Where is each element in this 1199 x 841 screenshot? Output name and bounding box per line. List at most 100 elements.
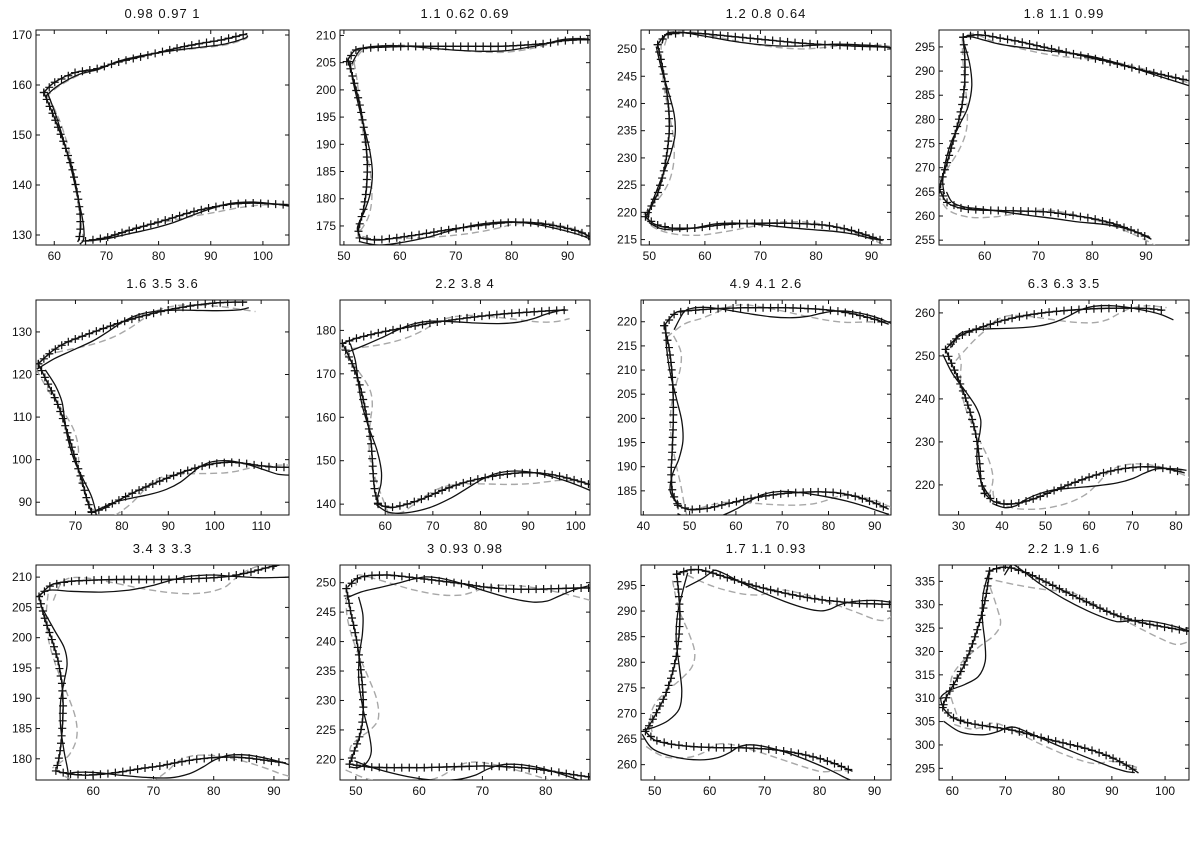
truth-marker [36, 592, 44, 601]
truth-marker [816, 754, 825, 763]
truth-marker [452, 481, 461, 490]
truth-marker [863, 313, 872, 322]
truth-marker [211, 202, 220, 211]
truth-marker [45, 349, 54, 358]
x-tick-label: 90 [561, 249, 575, 263]
truth-marker [504, 218, 513, 227]
truth-marker [961, 393, 970, 402]
truth-marker [668, 380, 677, 389]
truth-marker [81, 237, 90, 245]
truth-marker [183, 466, 192, 475]
truth-marker [52, 649, 61, 658]
truth-marker [96, 770, 105, 779]
y-tick-label: 315 [915, 668, 935, 682]
truth-marker [231, 32, 240, 41]
estimate-curve-lower [67, 754, 289, 779]
truth-marker [50, 78, 59, 87]
reference-curve-upper [340, 314, 570, 351]
x-tick-label: 80 [1169, 519, 1183, 533]
truth-marker [983, 581, 992, 590]
x-tick-label: 100 [1155, 784, 1175, 798]
truth-marker [179, 575, 188, 584]
truth-marker [480, 761, 489, 770]
truth-marker [1025, 39, 1034, 48]
truth-marker [51, 116, 60, 125]
truth-marker [1089, 601, 1098, 610]
truth-marker [494, 42, 503, 51]
truth-marker [343, 591, 352, 600]
truth-marker [1105, 218, 1114, 227]
truth-marker [969, 422, 978, 431]
truth-marker [1109, 610, 1118, 619]
x-tick-label: 70 [476, 784, 490, 798]
truth-marker [360, 197, 369, 206]
truth-marker [971, 430, 980, 439]
reference-curve-left [949, 587, 1002, 725]
truth-marker [848, 309, 857, 318]
truth-marker [736, 303, 745, 312]
truth-marker [354, 93, 363, 102]
x-tick-label: 70 [776, 519, 790, 533]
truth-marker [1071, 478, 1080, 487]
truth-marker [1091, 215, 1100, 224]
truth-marker [59, 701, 68, 710]
truth-marker [577, 771, 586, 780]
y-tick-label: 175 [316, 219, 336, 233]
truth-marker [459, 478, 468, 487]
truth-marker [1008, 726, 1017, 735]
truth-marker [811, 304, 820, 313]
x-tick-label: 50 [643, 249, 657, 263]
y-tick-label: 220 [915, 478, 935, 492]
truth-marker [358, 680, 367, 689]
truth-marker [939, 180, 945, 189]
x-tick-label: 80 [115, 519, 129, 533]
chart-title: 6.3 6.3 3.5 [1028, 276, 1100, 291]
truth-marker [1048, 581, 1057, 590]
truth-marker [751, 303, 760, 312]
y-tick-label: 310 [915, 691, 935, 705]
truth-marker [227, 458, 236, 467]
y-tick-label: 250 [316, 576, 336, 590]
truth-marker [534, 219, 543, 228]
truth-marker [479, 582, 488, 591]
truth-marker [1080, 744, 1089, 753]
truth-marker [1059, 306, 1068, 315]
truth-marker [658, 62, 667, 71]
y-tick-label: 200 [617, 411, 637, 425]
estimate-curve-lower [376, 470, 590, 514]
truth-marker [355, 380, 364, 389]
truth-marker [54, 657, 63, 666]
truth-marker [799, 488, 808, 497]
y-tick-label: 195 [316, 110, 336, 124]
truth-marker [350, 79, 359, 88]
truth-marker [522, 308, 531, 317]
chart-title: 1.7 1.1 0.93 [726, 541, 807, 556]
truth-marker [75, 202, 84, 211]
truth-marker [1003, 35, 1012, 44]
estimate-curve-upper [962, 35, 1189, 87]
truth-marker [806, 39, 814, 48]
x-tick-label: 90 [1105, 784, 1119, 798]
truth-marker [946, 340, 955, 349]
truth-marker [999, 499, 1008, 508]
truth-marker [193, 300, 202, 309]
truth-marker [417, 495, 426, 504]
truth-marker [356, 725, 365, 734]
truth-marker [958, 100, 967, 109]
y-tick-label: 230 [316, 693, 336, 707]
y-tick-label: 265 [617, 732, 637, 746]
truth-marker [1140, 232, 1149, 241]
truth-marker [1167, 624, 1176, 633]
truth-marker [53, 761, 62, 770]
truth-marker [400, 232, 409, 241]
truth-marker [992, 497, 1001, 506]
truth-marker [870, 315, 879, 324]
truth-marker [885, 600, 891, 609]
truth-marker [129, 54, 138, 63]
truth-marker [670, 310, 679, 319]
truth-marker [110, 230, 119, 239]
truth-marker [452, 224, 461, 233]
truth-marker [1042, 578, 1051, 587]
truth-marker [1171, 73, 1180, 82]
truth-marker [665, 114, 674, 123]
